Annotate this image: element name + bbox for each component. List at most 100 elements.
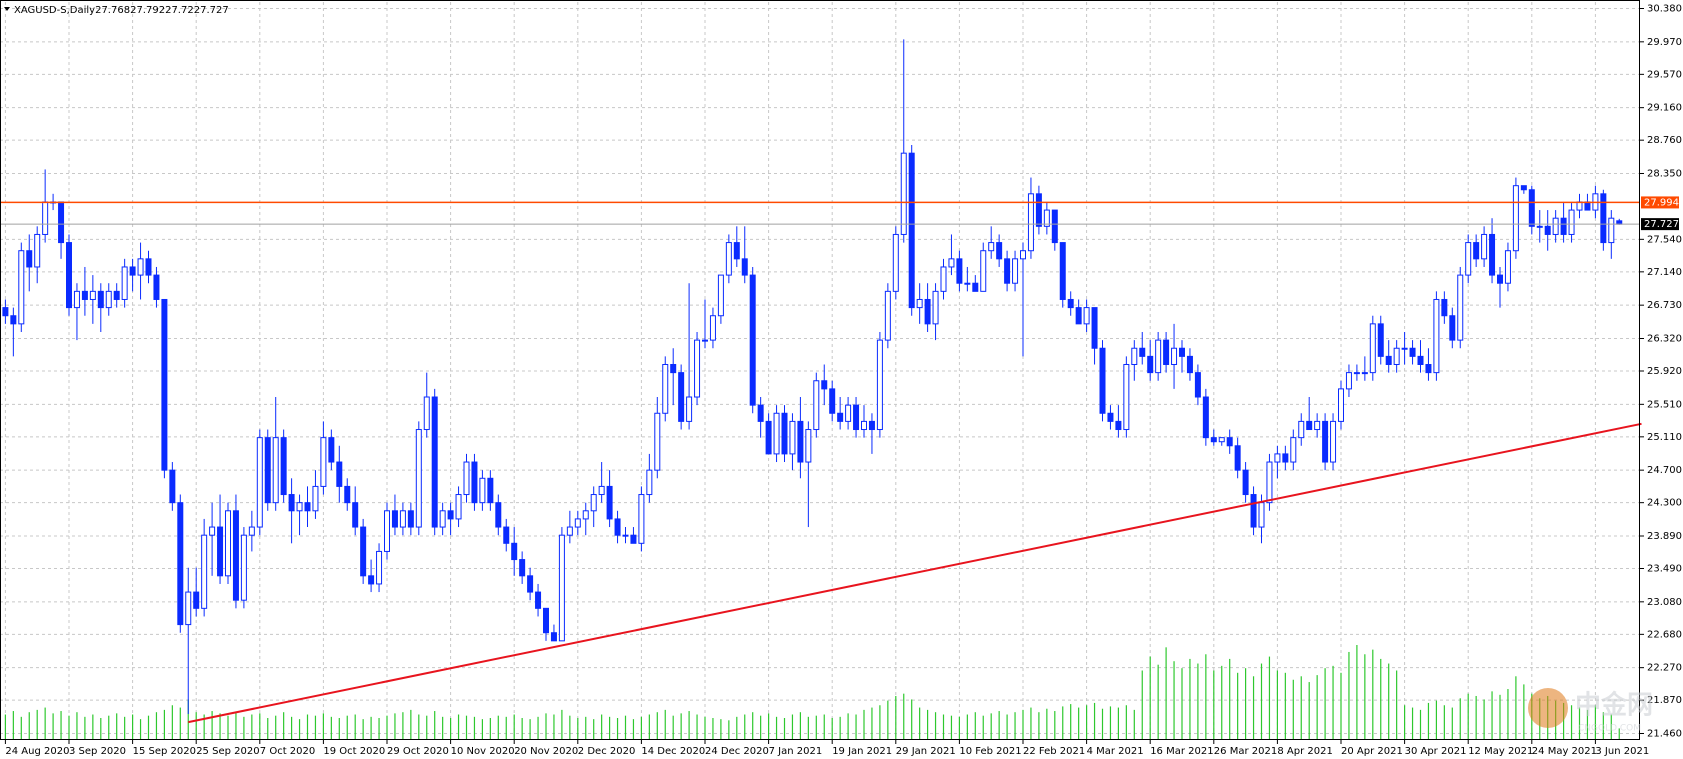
candle-body xyxy=(1139,347,1146,357)
candle-body xyxy=(1075,307,1082,325)
candle-body xyxy=(1274,453,1281,463)
candle-body xyxy=(717,274,724,317)
candle-body xyxy=(391,510,398,528)
candle-body xyxy=(686,396,693,422)
candle-body xyxy=(733,242,740,260)
candle-body xyxy=(1608,217,1615,244)
candle-body xyxy=(1512,185,1519,252)
candle-body xyxy=(1528,189,1535,227)
candle-body xyxy=(1306,420,1313,431)
x-tick-label: 3 Jun 2021 xyxy=(1595,746,1649,757)
candle-body xyxy=(201,534,208,609)
candle-body xyxy=(550,632,557,642)
y-tick-label: 24.300 xyxy=(1647,498,1682,509)
candle-body xyxy=(789,420,796,455)
candle-body xyxy=(996,242,1003,260)
x-tick-label: 7 Jan 2021 xyxy=(769,746,823,757)
candle-body xyxy=(876,339,883,431)
candle-body xyxy=(1202,396,1209,439)
x-tick-label: 3 Sep 2020 xyxy=(69,746,126,757)
y-tick-label: 29.970 xyxy=(1647,37,1682,48)
candle-body xyxy=(1004,258,1011,284)
candle-body xyxy=(924,298,931,325)
candle-body xyxy=(1051,209,1058,244)
candle-body xyxy=(527,575,534,593)
candle-body xyxy=(399,510,406,528)
candle-body xyxy=(1282,453,1289,463)
candle-body xyxy=(1481,233,1488,260)
header: XAGUSD-S,Daily27.76827.79227.7227.727 xyxy=(14,5,229,16)
candle-body xyxy=(81,290,88,300)
candle-body xyxy=(638,494,645,544)
y-tick-label: 24.700 xyxy=(1647,465,1682,476)
candle-body xyxy=(654,412,661,471)
candle-body xyxy=(344,485,351,504)
header-arrow xyxy=(4,7,10,11)
x-tick-label: 25 Sep 2020 xyxy=(196,746,259,757)
candle-body xyxy=(1377,323,1384,357)
candle-body xyxy=(797,420,804,463)
x-tick-label: 19 Oct 2020 xyxy=(323,746,385,757)
candle-body xyxy=(582,510,589,520)
candle-body xyxy=(1250,494,1257,528)
candle-body xyxy=(169,469,176,504)
candle-body xyxy=(868,420,875,431)
y-tick-label: 21.460 xyxy=(1647,728,1682,739)
y-tick-label: 25.510 xyxy=(1647,399,1682,410)
candle-body xyxy=(1163,339,1170,365)
candle-body xyxy=(1210,437,1217,443)
candle-body xyxy=(741,258,748,276)
candle-body xyxy=(280,437,287,496)
candle-body xyxy=(66,242,72,309)
candle-body xyxy=(1401,347,1408,350)
candle-body xyxy=(1568,209,1575,235)
candle-body xyxy=(948,258,955,268)
x-tick-label: 30 Apr 2021 xyxy=(1405,746,1467,757)
candle-body xyxy=(1465,242,1472,276)
candle-body xyxy=(511,542,518,561)
candle-body xyxy=(892,233,899,292)
x-tick-label: 20 Nov 2020 xyxy=(514,746,578,757)
candle-body xyxy=(1226,437,1233,447)
y-tick-label: 26.730 xyxy=(1647,300,1682,311)
candle-body xyxy=(1600,193,1607,244)
watermark-logo xyxy=(1528,688,1568,728)
candle-body xyxy=(336,461,343,487)
candle-body xyxy=(1552,217,1559,235)
candle-body xyxy=(407,510,414,528)
candle-body xyxy=(606,485,613,520)
watermark-site: CNGOLD.COM xyxy=(1578,724,1641,734)
candle-body xyxy=(288,494,295,512)
candle-body xyxy=(447,510,454,520)
candle-body xyxy=(248,526,255,536)
candle-body xyxy=(972,282,979,292)
candle-body xyxy=(1020,250,1026,260)
candle-body xyxy=(471,461,478,504)
x-tick-label: 12 May 2021 xyxy=(1468,746,1533,757)
candle-body xyxy=(1433,298,1440,374)
candle-body xyxy=(1314,420,1321,431)
x-tick-label: 4 Mar 2021 xyxy=(1087,746,1144,757)
candle-body xyxy=(837,412,844,422)
candle-body xyxy=(256,437,263,528)
x-tick-label: 16 Mar 2021 xyxy=(1150,746,1213,757)
candle-body xyxy=(1171,347,1178,365)
candle-body xyxy=(177,502,184,626)
candle-body xyxy=(1147,355,1154,374)
candle-body xyxy=(1099,347,1106,414)
x-tick-label: 8 Apr 2021 xyxy=(1277,746,1332,757)
candle-body xyxy=(519,559,526,577)
candle-body xyxy=(58,201,65,244)
candle-body xyxy=(264,437,271,504)
candle-body xyxy=(503,526,510,544)
x-tick-label: 15 Sep 2020 xyxy=(133,746,196,757)
candle-body xyxy=(10,315,17,325)
header-price: 27.768 xyxy=(95,5,130,16)
x-tick-label: 29 Oct 2020 xyxy=(387,746,449,757)
candle-body xyxy=(1489,233,1496,276)
y-tick-label: 23.080 xyxy=(1647,597,1682,608)
candle-body xyxy=(1393,347,1400,365)
candle-body xyxy=(495,502,502,528)
